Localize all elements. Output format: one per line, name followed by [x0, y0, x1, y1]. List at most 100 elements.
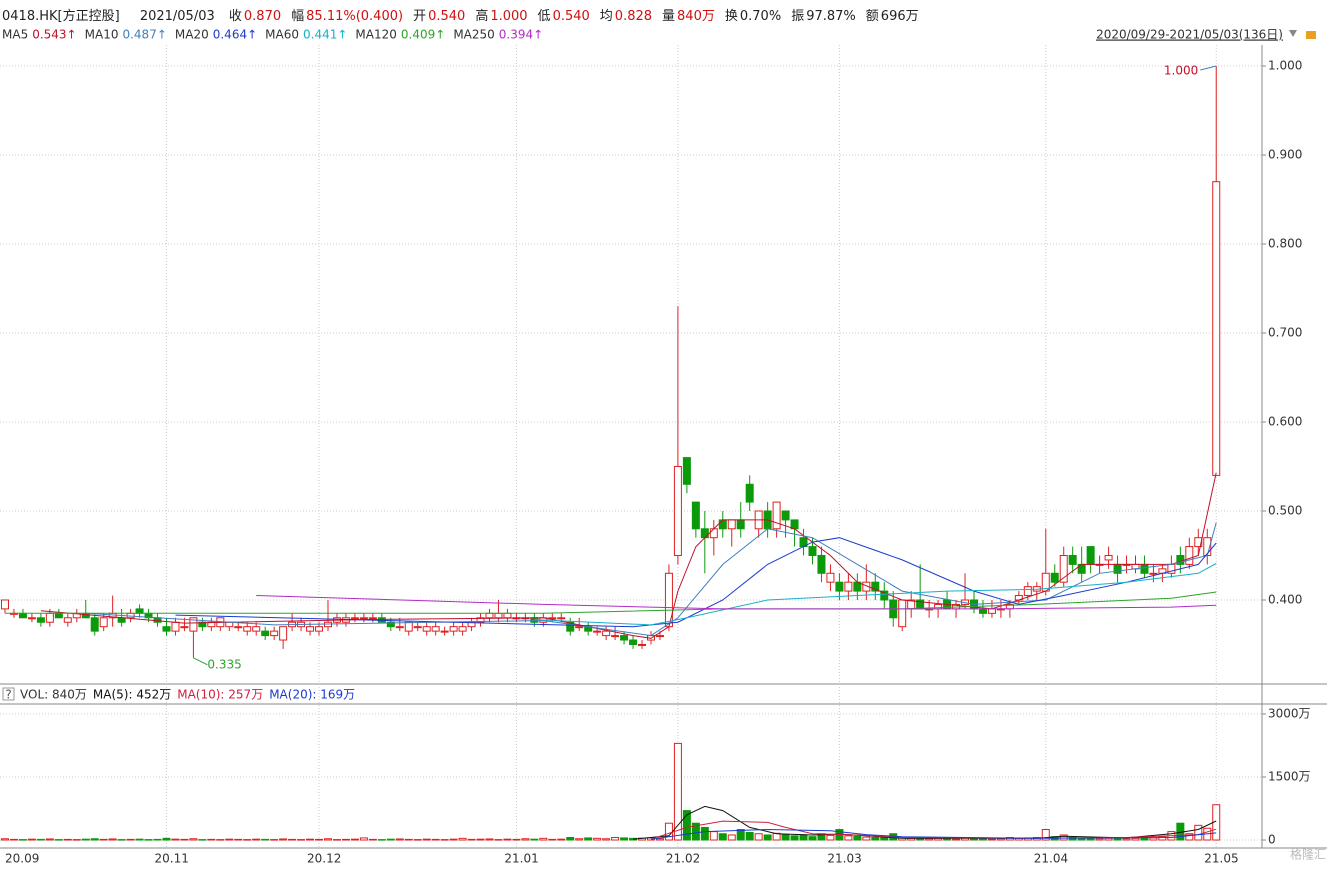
volume-bar [503, 838, 512, 841]
legend-name: MA20 [175, 28, 209, 42]
volume-bar [189, 838, 198, 841]
y-tick-label: 3000万 [1268, 706, 1311, 720]
volume-bar [1122, 838, 1131, 841]
field-label: 开 [413, 9, 427, 24]
volume-bar [620, 837, 629, 841]
volume-bar [108, 838, 117, 841]
range-dropdown[interactable] [1289, 30, 1297, 37]
volume-bar [691, 822, 700, 841]
volume-bar [530, 838, 539, 841]
ma-line [650, 828, 1217, 840]
volume-bar [763, 834, 772, 841]
volume-bar [969, 838, 978, 841]
volume-bar [512, 838, 521, 841]
volume-bar [252, 838, 261, 841]
field-value: 97.87% [806, 9, 856, 24]
y-tick-label: 0.800 [1268, 236, 1302, 250]
volume-bar [386, 838, 395, 841]
volume-bar [1104, 837, 1113, 841]
volume-bar [216, 839, 225, 841]
volume-bar [198, 839, 207, 841]
legend-value: 0.543↑ [32, 28, 76, 42]
candle-body [476, 617, 485, 623]
volume-bar [673, 742, 682, 841]
y-tick-label: 0.500 [1268, 503, 1302, 517]
stock-code: 0418.HK[方正控股] [2, 9, 120, 24]
candle-body [404, 621, 413, 632]
field-value: 85.11%(0.400) [306, 9, 404, 24]
ma-line [534, 563, 1217, 626]
candle-body [171, 621, 180, 632]
volume-bar [90, 838, 99, 841]
candle-body [99, 617, 108, 628]
volume-bar [772, 832, 781, 841]
help-icon-mark: ? [5, 688, 11, 702]
volume-bar [99, 838, 108, 841]
help-icon[interactable] [2, 687, 15, 701]
candle-body [620, 635, 629, 641]
x-tick-label: 21.03 [827, 852, 861, 866]
ma-line [85, 522, 1217, 637]
ma-line [650, 820, 1217, 840]
volume-bar [117, 839, 126, 841]
candle-body [359, 617, 368, 620]
candle-body [36, 617, 45, 623]
volume-bar [359, 837, 368, 841]
field-label: 均 [599, 9, 613, 24]
volume-bar [853, 835, 862, 841]
field-label: 高 [475, 9, 489, 24]
volume-bar [153, 838, 162, 841]
volume-bar [987, 838, 996, 841]
candle-body [252, 626, 261, 632]
lock-icon[interactable] [1306, 31, 1316, 39]
candle-body [117, 617, 126, 623]
volume-bar [1185, 833, 1194, 841]
volume-bar [350, 838, 359, 841]
volume-bar [63, 838, 72, 841]
volume-bar [1095, 838, 1104, 841]
field-value: 840万 [677, 9, 715, 24]
volume-bar [467, 838, 476, 841]
candle-body [350, 617, 359, 620]
field-value: 0.870 [243, 9, 282, 24]
legend-name: MA(20): 169万 [269, 688, 355, 702]
field-value: 696万 [880, 9, 919, 24]
y-tick-label: 0.900 [1268, 148, 1302, 162]
y-tick-label: 1.000 [1268, 59, 1302, 73]
volume-bar [395, 838, 404, 841]
candle-body [1104, 554, 1113, 561]
volume-bar [270, 839, 279, 841]
candle-body [682, 457, 691, 485]
candle-body [978, 608, 987, 614]
volume-bar [1194, 824, 1203, 841]
legend-name: MA10 [85, 28, 119, 42]
volume-bar [306, 838, 315, 841]
candle-body [386, 621, 395, 628]
candle-body [306, 626, 315, 632]
volume-bar [297, 839, 306, 841]
volume-bar [548, 838, 557, 841]
volume-bar [1131, 837, 1140, 841]
volume-bar [458, 837, 467, 841]
volume-bar [727, 834, 736, 841]
field-value: 1.000 [490, 9, 528, 24]
candle-body [18, 612, 27, 619]
candle-body [27, 617, 36, 620]
volume-bar [826, 834, 835, 841]
volume-bar [700, 826, 709, 841]
candle-body [368, 617, 377, 620]
volume-bar [862, 836, 871, 841]
volume-bar [0, 838, 9, 841]
field-value: 0.540 [552, 9, 590, 24]
volume-bar [602, 838, 611, 841]
candle-body [440, 630, 449, 633]
field-label: 低 [537, 9, 551, 24]
candle-body [835, 581, 844, 592]
volume-bar [126, 838, 135, 841]
volume-bar [261, 838, 270, 841]
candle-body [243, 626, 252, 632]
volume-bar [1041, 829, 1050, 841]
date-range[interactable]: 2020/09/29-2021/05/03(136日) [1096, 28, 1283, 42]
candle-body [1086, 546, 1095, 565]
candle-body [1194, 537, 1203, 548]
